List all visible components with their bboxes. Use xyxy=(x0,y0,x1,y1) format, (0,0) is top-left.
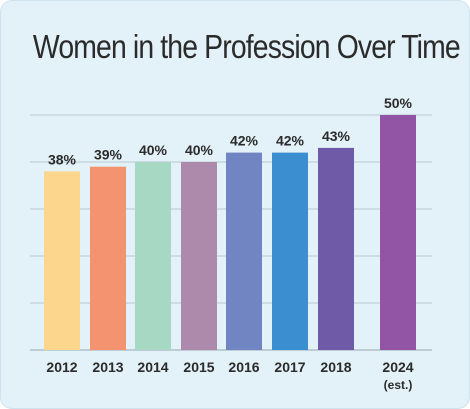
bar-2014 xyxy=(135,162,171,350)
value-label-2015: 40% xyxy=(185,142,214,158)
bar-2017 xyxy=(272,152,308,350)
bar-2018 xyxy=(318,147,354,350)
category-label-2015: 2015 xyxy=(183,359,214,375)
bar-2013 xyxy=(90,166,126,350)
category-label-2013: 2013 xyxy=(92,359,123,375)
value-label-2018: 43% xyxy=(322,128,351,144)
bar-2016 xyxy=(226,152,262,350)
value-label-2014: 40% xyxy=(139,142,168,158)
category-label-2017: 2017 xyxy=(274,359,305,375)
category-label-2012: 2012 xyxy=(46,359,77,375)
value-label-2012: 38% xyxy=(48,151,77,167)
value-label-2016: 42% xyxy=(230,133,259,149)
category-label-2014: 2014 xyxy=(137,359,168,375)
category-label-2018: 2018 xyxy=(320,359,351,375)
category-label-2024: 2024 xyxy=(382,359,413,375)
value-label-2017: 42% xyxy=(276,133,305,149)
bar-2012 xyxy=(44,171,80,350)
value-label-2013: 39% xyxy=(94,147,123,163)
bar-2024 xyxy=(380,115,416,350)
chart-title: Women in the Profession Over Time xyxy=(32,28,461,65)
value-label-2024: 50% xyxy=(384,95,413,111)
category-label-2016: 2016 xyxy=(228,359,259,375)
category-note-2024: (est.) xyxy=(384,378,413,392)
bar-2015 xyxy=(181,162,217,350)
